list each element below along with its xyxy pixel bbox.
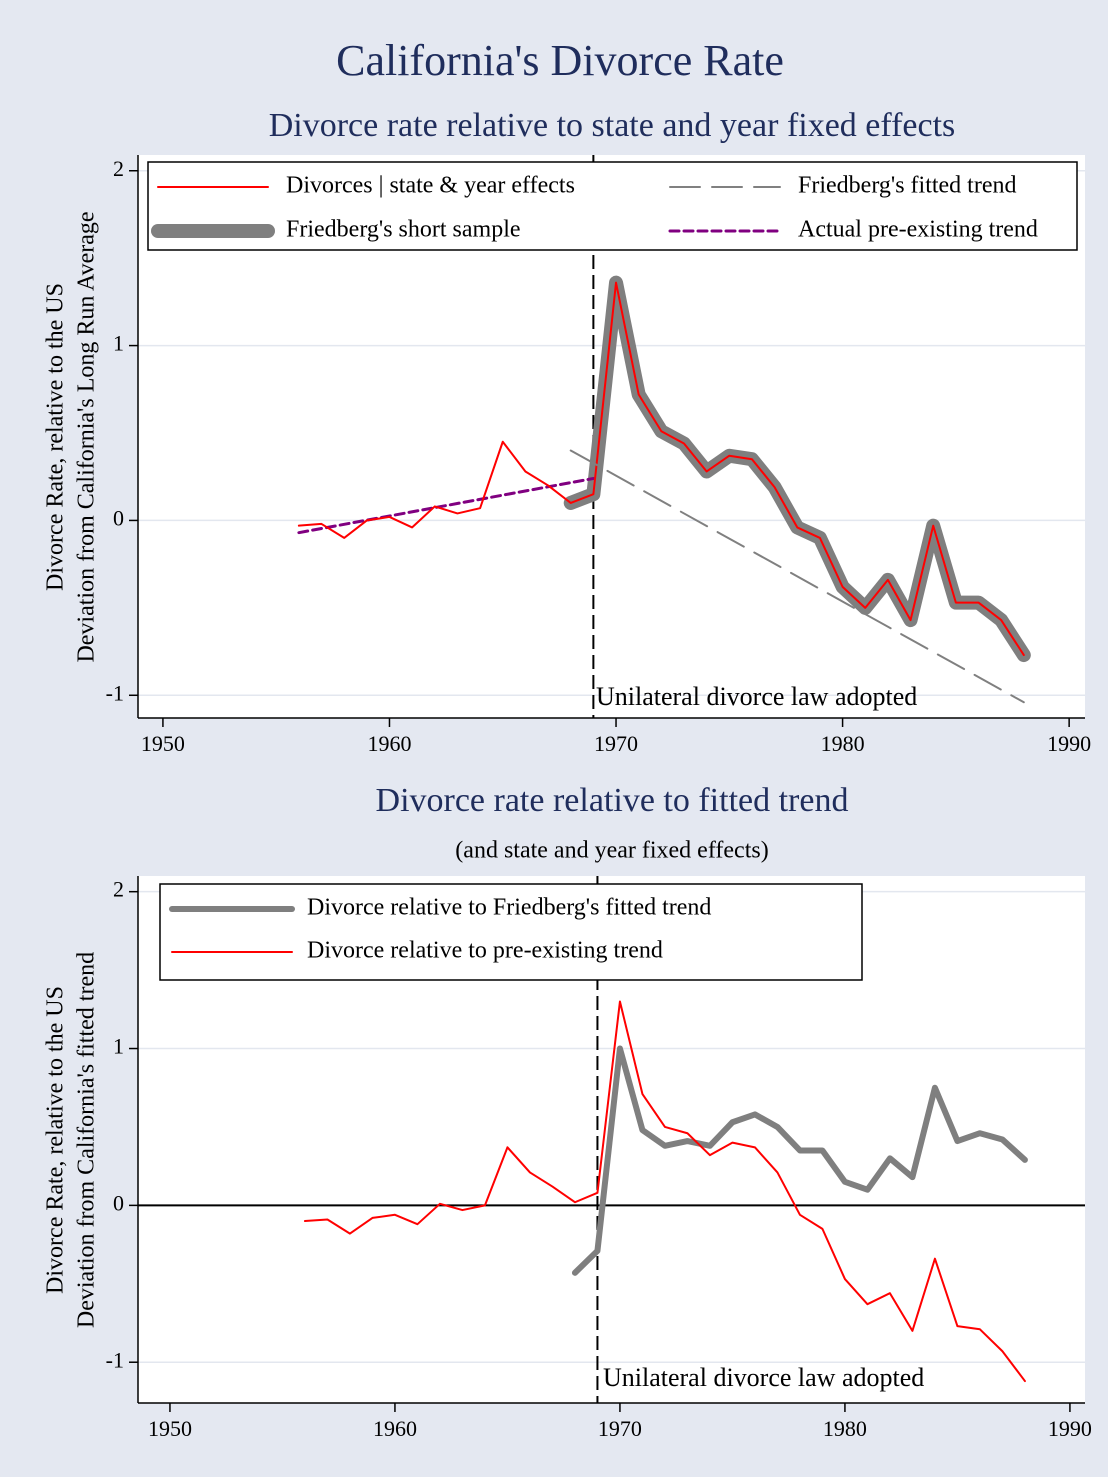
main-title: California's Divorce Rate <box>336 36 784 85</box>
y-tick-label: 0 <box>113 505 124 530</box>
x-tick-label: 1970 <box>594 731 638 756</box>
y-tick-label: -1 <box>106 1347 124 1372</box>
x-tick-label: 1980 <box>823 1416 867 1441</box>
legend-label: Divorces | state & year effects <box>286 173 575 199</box>
chart-title: Divorce rate relative to state and year … <box>269 107 956 144</box>
legend-label: Divorce relative to pre-existing trend <box>307 938 663 964</box>
legend-label: Friedberg's short sample <box>286 217 521 243</box>
legend-label: Divorce relative to Friedberg's fitted t… <box>307 895 711 921</box>
series-line <box>297 476 595 535</box>
y-axis-label: Divorce Rate, relative to the US <box>43 986 69 1294</box>
x-tick-label: 1960 <box>373 1416 417 1441</box>
x-tick-label: 1950 <box>148 1416 192 1441</box>
chart-title: Divorce rate relative to fitted trend <box>376 782 849 819</box>
x-tick-label: 1990 <box>1048 1416 1092 1441</box>
x-tick-label: 1950 <box>141 731 185 756</box>
chart-subtitle: (and state and year fixed effects) <box>455 838 768 864</box>
x-tick-label: 1990 <box>1047 731 1091 756</box>
series-line <box>297 281 1025 657</box>
y-axis-label: Deviation from California's fitted trend <box>74 952 100 1328</box>
legend-label: Actual pre-existing trend <box>798 217 1038 243</box>
x-tick-label: 1960 <box>367 731 411 756</box>
series-line <box>571 1045 1028 1276</box>
y-axis-label: Divorce Rate, relative to the US <box>43 283 69 591</box>
y-tick-label: 0 <box>113 1190 124 1215</box>
annotation: Unilateral divorce law adopted <box>596 682 917 711</box>
y-tick-label: 2 <box>113 156 124 181</box>
y-tick-label: 1 <box>113 331 124 356</box>
legend-label: Friedberg's fitted trend <box>798 173 1017 199</box>
annotation: Unilateral divorce law adopted <box>603 1363 924 1392</box>
x-tick-label: 1970 <box>598 1416 642 1441</box>
legend-box <box>147 161 1078 251</box>
series-line <box>569 449 1025 704</box>
x-tick-label: 1980 <box>821 731 865 756</box>
legend-box <box>159 883 863 981</box>
y-tick-label: 1 <box>113 1034 124 1059</box>
y-axis-label: Deviation from California's Long Run Ave… <box>74 211 100 662</box>
y-tick-label: 2 <box>113 877 124 902</box>
y-tick-label: -1 <box>106 680 124 705</box>
series-line <box>303 1000 1026 1383</box>
